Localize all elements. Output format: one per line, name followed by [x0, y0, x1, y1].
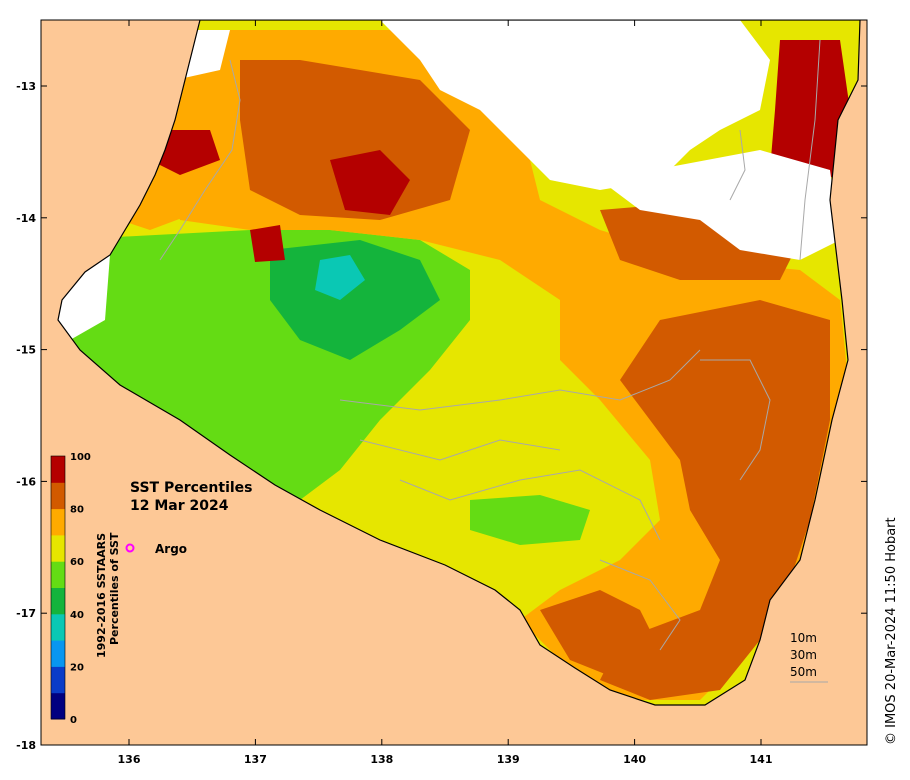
lon-tick-label: 141	[750, 753, 773, 766]
depth-legend-50m: 50m	[790, 665, 817, 679]
colorbar-segment	[51, 613, 65, 641]
colorbar-segment	[51, 534, 65, 562]
colorbar-segment	[51, 692, 65, 720]
lat-tick-label: -14	[16, 212, 36, 225]
longitude-axis: 136 137 138 139 140 141	[118, 20, 773, 766]
colorbar-label-line1: 1992-2016 SSTAARS	[95, 533, 108, 658]
colorbar-tick-label: 60	[70, 557, 84, 568]
colorbar-tick-label: 100	[70, 452, 91, 463]
latitude-axis: -13 -14 -15 -16 -17 -18	[16, 80, 867, 752]
colorbar-segment	[51, 561, 65, 588]
colorbar-tick-label: 20	[70, 662, 84, 673]
imos-credit: © IMOS 20-Mar-2024 11:50 Hobart	[884, 517, 899, 745]
plot-frame	[40, 19, 868, 746]
colorbar-segment	[51, 456, 65, 483]
lat-tick-label: -16	[16, 475, 36, 488]
colorbar-label-line2: Percentiles of SST	[108, 532, 121, 645]
lat-tick-label: -17	[16, 607, 36, 620]
argo-marker-icon	[125, 543, 135, 553]
lon-tick-label: 140	[623, 753, 646, 766]
colorbar: 0 20 40 60 80 100	[50, 452, 91, 726]
lat-tick-label: -13	[16, 80, 36, 93]
depth-legend-30m: 30m	[790, 648, 817, 662]
depth-legend-10m: 10m	[790, 631, 817, 645]
bathymetry-contour	[159, 39, 821, 651]
colorbar-segment	[51, 587, 65, 615]
colorbar-segment	[51, 640, 65, 667]
sst-red-zone	[770, 40, 850, 195]
map-title: SST Percentiles	[130, 480, 253, 496]
cloud-mask	[380, 20, 770, 190]
argo-label: Argo	[155, 542, 187, 556]
lon-tick-label: 139	[497, 753, 520, 766]
colorbar-tick-label: 0	[70, 715, 77, 726]
lat-tick-label: -15	[16, 344, 36, 357]
sst-darkorange-zone	[240, 60, 470, 220]
colorbar-segment	[51, 482, 65, 510]
colorbar-frame	[50, 455, 66, 720]
colorbar-tick-label: 80	[70, 505, 84, 516]
lon-tick-label: 138	[370, 753, 393, 766]
colorbar-tick-label: 40	[70, 610, 84, 621]
lon-tick-label: 136	[118, 753, 141, 766]
lon-tick-label: 137	[244, 753, 267, 766]
colorbar-segment	[51, 666, 65, 694]
map-date: 12 Mar 2024	[130, 498, 229, 514]
colorbar-segment	[51, 508, 65, 536]
lat-tick-label: -18	[16, 739, 36, 752]
